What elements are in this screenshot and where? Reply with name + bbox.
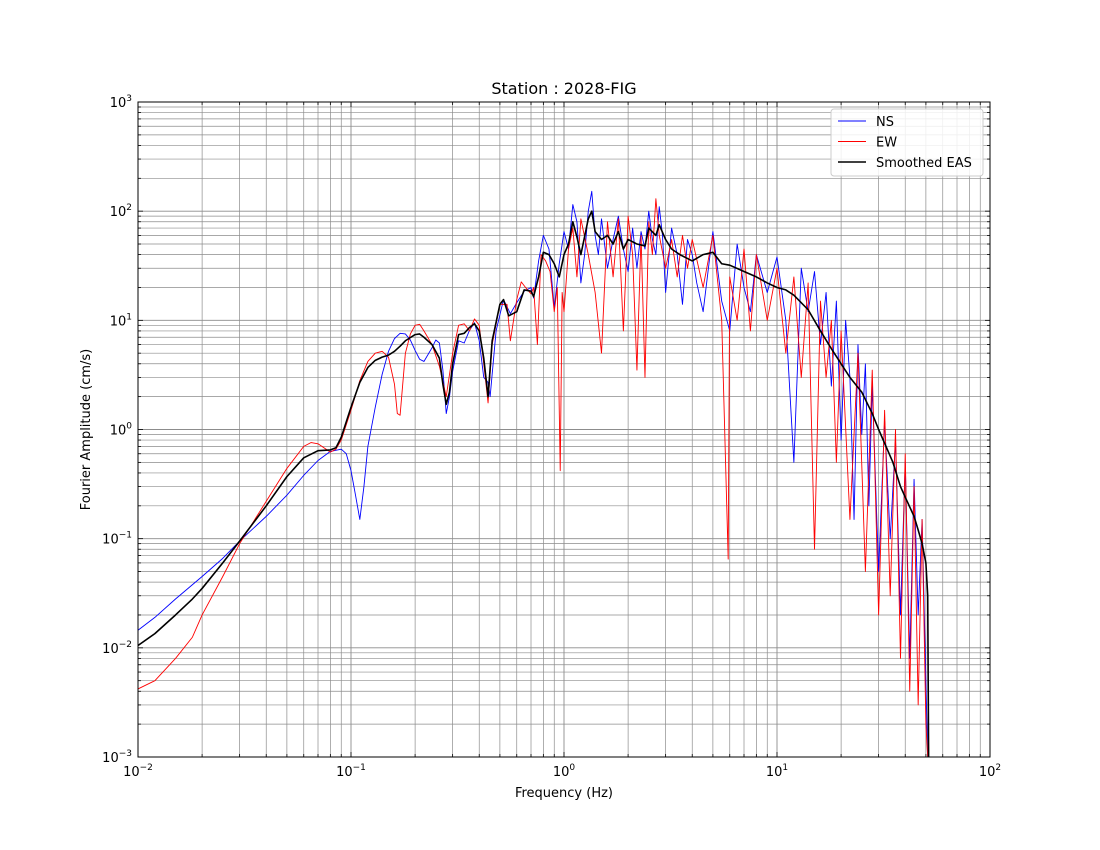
legend-label: EW xyxy=(876,136,897,151)
y-tick-label: 10−2 xyxy=(102,640,132,657)
series-line-ew xyxy=(137,198,929,758)
y-tick-label: 103 xyxy=(110,94,132,111)
series-line-ns xyxy=(137,190,929,758)
x-tick-label: 10−2 xyxy=(123,763,153,780)
legend-label: Smoothed EAS xyxy=(876,156,972,171)
x-axis-label: Frequency (Hz) xyxy=(515,786,613,801)
x-tick-label: 102 xyxy=(979,763,1001,780)
y-tick-label: 100 xyxy=(110,422,133,439)
series-layer xyxy=(137,190,930,758)
y-tick-label: 10−1 xyxy=(102,531,132,548)
x-tick-label: 10−1 xyxy=(336,763,366,780)
y-tick-label: 101 xyxy=(110,312,132,329)
legend-box xyxy=(830,108,984,177)
x-tick-label: 101 xyxy=(766,763,788,780)
y-axis-label: Fourier Amplitude (cm/s) xyxy=(79,349,94,511)
chart-title: Station : 2028-FIG xyxy=(491,79,636,98)
grid xyxy=(137,102,990,758)
legend-label: NS xyxy=(876,115,894,130)
y-tick-label: 10−3 xyxy=(102,749,132,766)
series-line-smoothed-eas xyxy=(137,210,930,758)
ticks: 10−2 10−1 100 101 10210−310−210−110010110210… xyxy=(102,94,1001,780)
y-tick-label: 102 xyxy=(110,203,132,220)
legend: NS EW Smoothed EAS xyxy=(830,108,984,177)
x-tick-label: 100 xyxy=(553,763,576,780)
